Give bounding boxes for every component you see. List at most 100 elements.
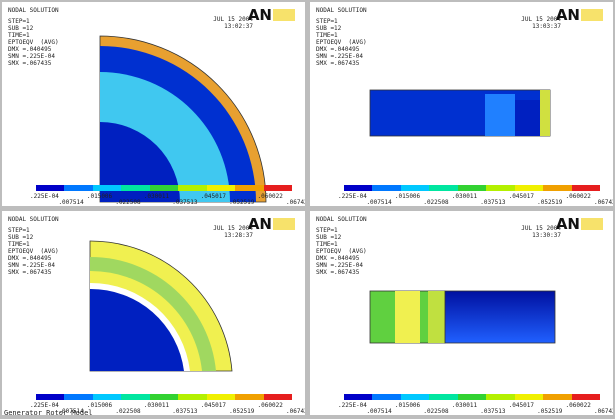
legend-label: .060022 (258, 193, 283, 200)
legend-label: .007514 (366, 199, 391, 206)
legend-swatch (235, 185, 263, 191)
legend-swatch (515, 185, 543, 191)
time: 13:30:37 (532, 232, 561, 239)
panel-title: NODAL SOLUTION (8, 216, 59, 223)
legend-swatch (572, 185, 600, 191)
legend-label: .030011 (452, 402, 477, 409)
info-line: EPTOEQV (AVG) (316, 248, 367, 255)
model-view (310, 2, 613, 206)
model-view (2, 2, 305, 206)
legend-label: .060022 (258, 402, 283, 409)
legend-swatch (486, 394, 514, 400)
legend-label: .037513 (172, 408, 197, 415)
legend-label: .225E-04 (338, 193, 367, 200)
legend-label: .030011 (144, 193, 169, 200)
logo: AN (248, 6, 295, 24)
info-line: STEP=1 (8, 227, 30, 234)
legend-label: .045017 (509, 193, 534, 200)
legend-swatch (429, 394, 457, 400)
screen: NODAL SOLUTIONSTEP=1SUB =12TIME=1EPTOEQV… (0, 0, 615, 419)
time: 13:28:37 (224, 232, 253, 239)
legend-label: .037513 (480, 199, 505, 206)
info-line: STEP=1 (8, 18, 30, 25)
info-line: SMX =.067435 (8, 60, 51, 67)
info-line: DMX =.040495 (316, 46, 359, 53)
legend-label: .045017 (201, 402, 226, 409)
legend-label: .060022 (566, 402, 591, 409)
legend-label: .015006 (87, 402, 112, 409)
info-line: EPTOEQV (AVG) (8, 39, 59, 46)
info-line: STEP=1 (316, 18, 338, 25)
legend-swatch (93, 394, 121, 400)
legend-swatch (36, 394, 64, 400)
legend-swatch (64, 394, 92, 400)
legend-label: .225E-04 (30, 193, 59, 200)
legend-label: .052519 (537, 408, 562, 415)
info-line: SMN =.225E-04 (8, 262, 55, 269)
legend-label: .067435 (286, 408, 305, 415)
info-line: SMX =.067435 (316, 269, 359, 276)
legend-label: .022508 (115, 199, 140, 206)
info-line: TIME=1 (316, 241, 338, 248)
legend-label: .007514 (366, 408, 391, 415)
legend-label: .225E-04 (338, 402, 367, 409)
model-view (310, 211, 613, 415)
legend-swatch (64, 185, 92, 191)
info-line: EPTOEQV (AVG) (8, 248, 59, 255)
legend-swatch (264, 394, 292, 400)
legend-label: .067435 (286, 199, 305, 206)
legend-swatch (207, 185, 235, 191)
legend-swatch (121, 394, 149, 400)
legend-label: .015006 (395, 193, 420, 200)
legend-label: .045017 (509, 402, 534, 409)
info-line: SMN =.225E-04 (316, 262, 363, 269)
legend-label: .037513 (480, 408, 505, 415)
legend-label: .052519 (229, 408, 254, 415)
panel-title: NODAL SOLUTION (316, 7, 367, 14)
legend-label: .030011 (144, 402, 169, 409)
legend-swatch (429, 185, 457, 191)
info-line: SUB =12 (316, 25, 341, 32)
info-line: DMX =.040495 (316, 255, 359, 262)
info-line: TIME=1 (8, 32, 30, 39)
legend-swatch (372, 185, 400, 191)
legend-label: .022508 (115, 408, 140, 415)
time: 13:02:37 (224, 23, 253, 30)
logo: AN (556, 215, 603, 233)
legend-swatch (401, 185, 429, 191)
legend-swatch (344, 185, 372, 191)
legend-swatch (515, 394, 543, 400)
legend-swatch (121, 185, 149, 191)
panel-title: NODAL SOLUTION (8, 7, 59, 14)
info-line: SMX =.067435 (8, 269, 51, 276)
info-line: SUB =12 (316, 234, 341, 241)
legend-swatch (344, 394, 372, 400)
legend-swatch (150, 185, 178, 191)
info-line: STEP=1 (316, 227, 338, 234)
legend-swatch (235, 394, 263, 400)
info-line: SMN =.225E-04 (316, 53, 363, 60)
info-line: TIME=1 (8, 241, 30, 248)
legend-label: .052519 (229, 199, 254, 206)
info-line: SMN =.225E-04 (8, 53, 55, 60)
caption: Generator Rotor Model (4, 409, 93, 417)
legend-label: .045017 (201, 193, 226, 200)
result-panel: NODAL SOLUTION STEP=1SUB =12TIME=1EPTOEQV… (310, 211, 613, 415)
legend-label: .037513 (172, 199, 197, 206)
logo: AN (248, 215, 295, 233)
legend-swatch (36, 185, 64, 191)
legend-swatch (178, 394, 206, 400)
panel-title: NODAL SOLUTION (316, 216, 367, 223)
legend-label: .225E-04 (30, 402, 59, 409)
info-line: DMX =.040495 (8, 255, 51, 262)
legend-label: .022508 (423, 199, 448, 206)
info-line: EPTOEQV (AVG) (316, 39, 367, 46)
legend-swatch (486, 185, 514, 191)
info-line: TIME=1 (316, 32, 338, 39)
legend-label: .052519 (537, 199, 562, 206)
legend-label: .015006 (87, 193, 112, 200)
legend-swatch (93, 185, 121, 191)
